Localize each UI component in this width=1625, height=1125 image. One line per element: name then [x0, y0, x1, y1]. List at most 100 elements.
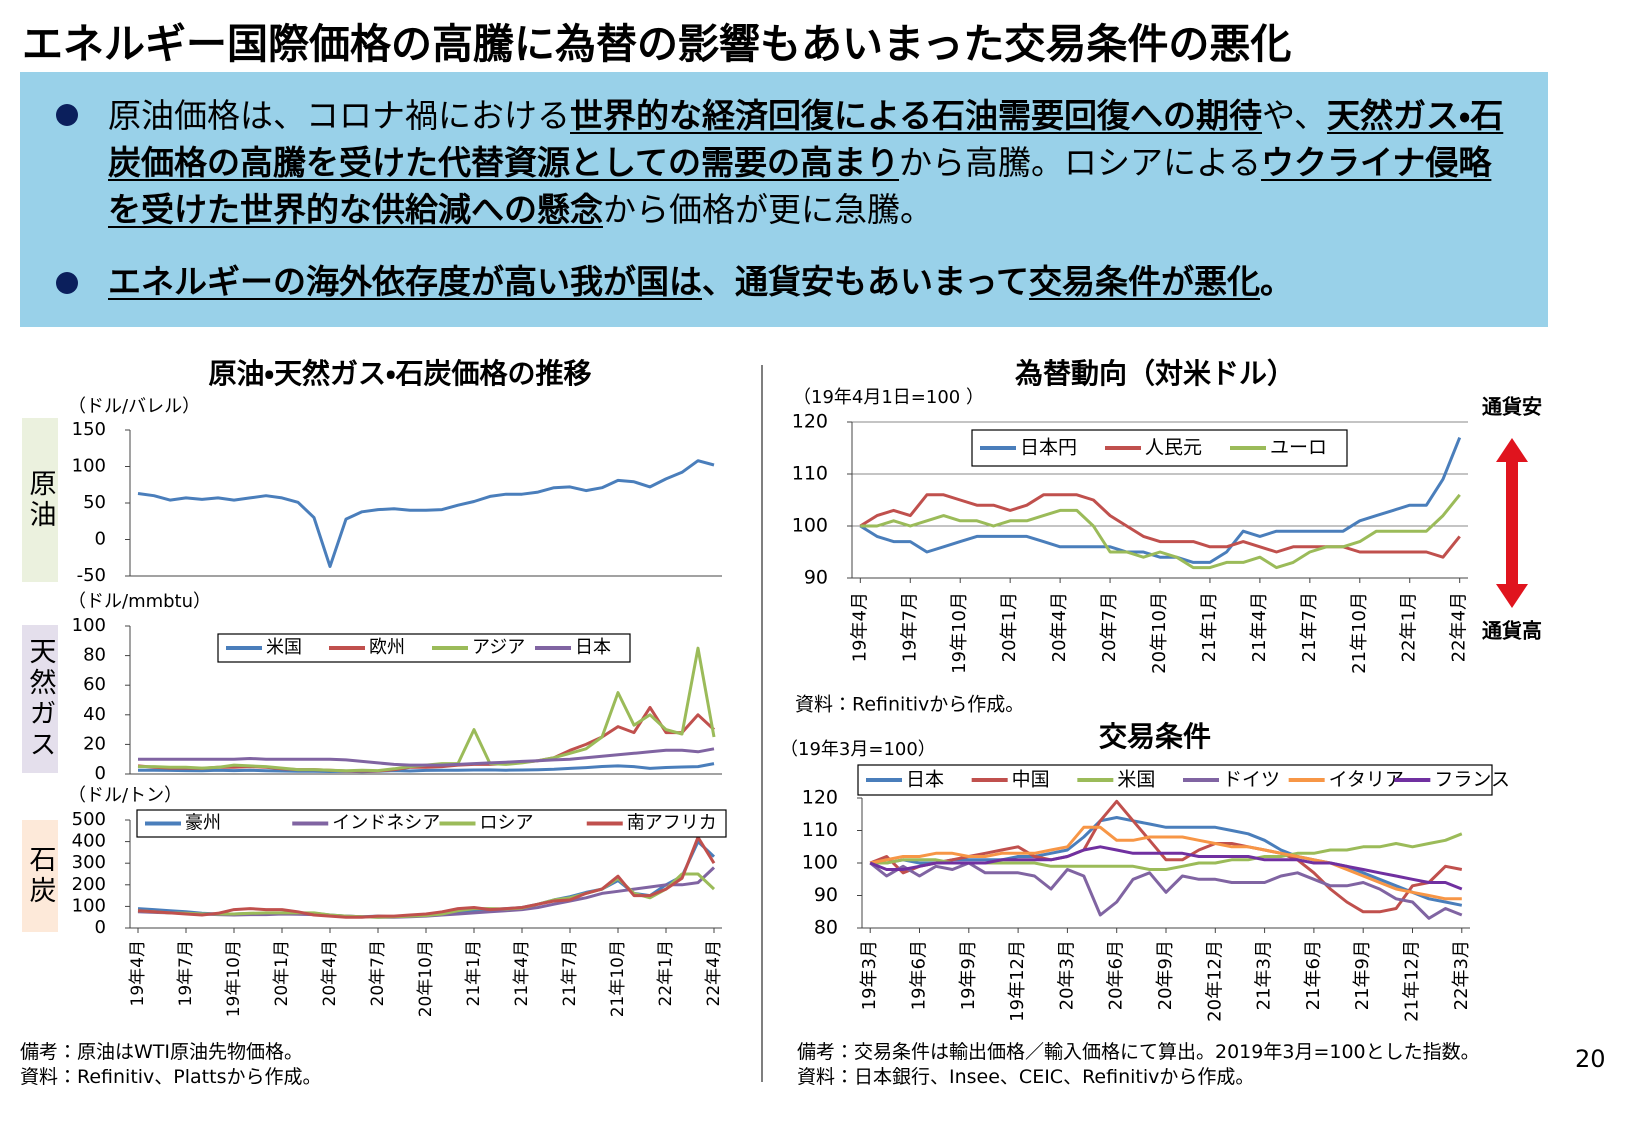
- x-tick-label: 19年9月: [958, 940, 979, 1010]
- currency-arrow: [1496, 438, 1528, 608]
- series-line: [138, 646, 716, 773]
- bullet-text: エネルギーの海外依存度が高い我が国は、通貨安もあいまって交易条件が悪化。: [108, 258, 1513, 305]
- x-tick-label: 20年1月: [999, 592, 1020, 662]
- legend-label: 米国: [1117, 769, 1155, 791]
- y-tick-label: 120: [802, 787, 838, 809]
- x-tick-label: 21年10月: [1349, 592, 1370, 674]
- emphasis: 。: [1260, 262, 1294, 301]
- x-tick-label: 21年1月: [464, 940, 484, 1006]
- note: 資料：日本銀行、Insee、CEIC、Refinitivから作成。: [797, 1066, 1255, 1088]
- x-tick-label: 20年4月: [320, 940, 340, 1006]
- legend-label: 人民元: [1145, 437, 1202, 459]
- panel-label: 原油: [22, 418, 58, 582]
- series-line: [138, 762, 715, 774]
- x-tick-label: 19年4月: [849, 592, 870, 662]
- note: 備考：交易条件は輸出価格／輸入価格にて算出。2019年3月=100とした指数。: [797, 1041, 1480, 1063]
- summary-box: [20, 72, 1548, 327]
- x-tick-label: 22年4月: [704, 940, 724, 1006]
- legend-label: 日本: [575, 637, 611, 658]
- legend-label: ロシア: [480, 813, 534, 834]
- y-tick-label: 100: [72, 895, 106, 916]
- x-tick-label: 19年10月: [224, 940, 244, 1017]
- y-tick-label: 500: [72, 809, 106, 830]
- text-segment: から高騰。ロシアによる: [899, 143, 1262, 182]
- text-segment: や、: [1262, 96, 1328, 135]
- y-tick-label: 100: [72, 456, 106, 477]
- axis-label: （ドル/mmbtu）: [68, 591, 211, 612]
- series-line: [859, 493, 1461, 559]
- legend-label: 日本: [906, 769, 944, 791]
- y-tick-label: -50: [77, 565, 106, 586]
- bullet-dot: [56, 104, 78, 126]
- x-tick-label: 20年7月: [368, 940, 388, 1006]
- y-tick-label: 60: [83, 674, 106, 695]
- legend-box: [136, 809, 727, 838]
- panel-label: 石炭: [22, 820, 58, 932]
- y-tick-label: 90: [804, 567, 828, 589]
- x-tick-label: 22年4月: [1449, 592, 1470, 662]
- series-line: [137, 835, 716, 919]
- panel-label: 天然ガス: [22, 625, 58, 773]
- emphasis: 天然ガス・石炭価格の高騰を受けた代替資源としての需要の高まり: [108, 96, 1504, 182]
- series-line: [860, 493, 1461, 570]
- series-line: [869, 845, 1463, 891]
- legend-label: インドネシア: [332, 813, 440, 834]
- page-number: 20: [1575, 1045, 1606, 1073]
- axis-label: （19年3月=100）: [780, 739, 936, 760]
- legend-label: 豪州: [185, 813, 221, 834]
- y-tick-label: 0: [95, 529, 106, 550]
- y-tick-label: 100: [802, 852, 838, 874]
- y-tick-label: 110: [802, 819, 838, 841]
- y-tick-label: 300: [72, 852, 106, 873]
- series-line: [138, 747, 715, 767]
- x-tick-label: 21年6月: [1303, 940, 1324, 1010]
- legend-label: ドイツ: [1223, 769, 1280, 791]
- series-line: [137, 866, 716, 919]
- annotation: 通貨安: [1482, 395, 1542, 419]
- x-tick-label: 21年7月: [1299, 592, 1320, 662]
- legend-box: [971, 429, 1348, 467]
- axis-label: （ドル/バレル）: [68, 396, 200, 417]
- annotation: 通貨高: [1482, 619, 1542, 643]
- x-tick-label: 20年12月: [1204, 940, 1225, 1022]
- series-line: [869, 799, 1463, 914]
- legend-label: フランス: [1434, 769, 1510, 791]
- y-tick-label: 20: [83, 733, 106, 754]
- emphasis: 交易条件が悪化: [1029, 262, 1261, 301]
- x-tick-label: 22年1月: [656, 940, 676, 1006]
- legend-label: 南アフリカ: [627, 813, 717, 834]
- chart-title: 原油・天然ガス・石炭価格の推移: [208, 357, 591, 390]
- legend-label: アジア: [472, 637, 525, 658]
- emphasis: エネルギーの海外依存度が高い我が国は: [108, 262, 702, 301]
- x-tick-label: 19年7月: [899, 592, 920, 662]
- y-tick-label: 0: [95, 763, 106, 784]
- y-tick-label: 90: [814, 884, 838, 906]
- x-tick-label: 19年10月: [949, 592, 970, 674]
- x-tick-label: 21年10月: [608, 940, 628, 1017]
- y-tick-label: 40: [83, 704, 106, 725]
- x-tick-label: 21年7月: [560, 940, 580, 1006]
- emphasis: ウクライナ侵略を受けた世界的な供給減への懸念: [108, 143, 1492, 229]
- series-line: [859, 437, 1462, 564]
- y-tick-label: 0: [95, 917, 106, 938]
- bullet-text: 原油価格は、コロナ禍における世界的な経済回復による石油需要回復への期待や、天然ガ…: [108, 92, 1513, 233]
- legend-label: 中国: [1012, 769, 1050, 791]
- x-tick-label: 20年9月: [1155, 940, 1176, 1010]
- text-segment: から価格が更に急騰。: [603, 190, 933, 229]
- chart-title: 交易条件: [1099, 720, 1211, 753]
- x-tick-label: 20年4月: [1049, 592, 1070, 662]
- y-tick-label: 150: [72, 419, 106, 440]
- series-line: [137, 705, 716, 773]
- legend-label: ユーロ: [1270, 437, 1327, 459]
- note: 備考：原油はWTI原油先物価格。: [20, 1041, 303, 1063]
- x-tick-label: 19年7月: [176, 940, 196, 1006]
- x-tick-label: 21年12月: [1401, 940, 1422, 1022]
- x-tick-label: 20年10月: [416, 940, 436, 1017]
- x-tick-label: 21年9月: [1352, 940, 1373, 1010]
- x-tick-label: 21年3月: [1254, 940, 1275, 1010]
- x-tick-label: 21年4月: [1249, 592, 1270, 662]
- x-tick-label: 19年4月: [128, 940, 148, 1006]
- x-tick-label: 20年3月: [1056, 940, 1077, 1010]
